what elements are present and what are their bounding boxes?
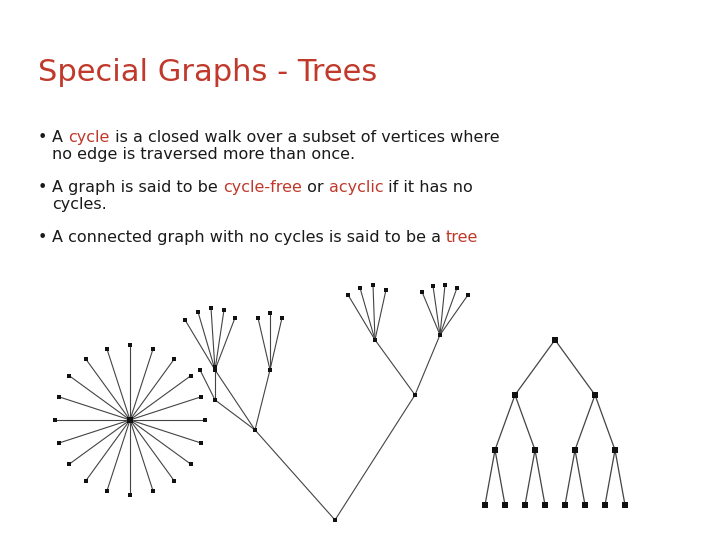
Text: cycle: cycle (68, 130, 109, 145)
Text: A graph is said to be: A graph is said to be (52, 180, 223, 195)
Text: A connected graph with no cycles is said to be a: A connected graph with no cycles is said… (52, 230, 446, 245)
Text: acyclic: acyclic (328, 180, 383, 195)
Text: no edge is traversed more than once.: no edge is traversed more than once. (52, 147, 355, 162)
Text: is a closed walk over a subset of vertices where: is a closed walk over a subset of vertic… (109, 130, 499, 145)
Text: or: or (302, 180, 328, 195)
Text: Special Graphs - Trees: Special Graphs - Trees (38, 58, 377, 87)
Text: •: • (38, 130, 48, 145)
Text: cycle-free: cycle-free (223, 180, 302, 195)
Text: tree: tree (446, 230, 479, 245)
Text: •: • (38, 230, 48, 245)
Text: if it has no: if it has no (383, 180, 473, 195)
Text: •: • (38, 180, 48, 195)
Text: cycles.: cycles. (52, 197, 107, 212)
Text: A: A (52, 130, 68, 145)
